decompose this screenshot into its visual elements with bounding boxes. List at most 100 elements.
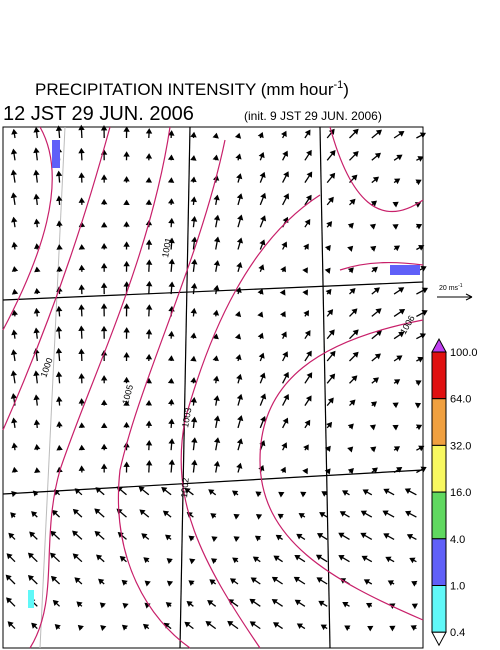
wind-head — [167, 355, 175, 361]
wind-head — [231, 490, 239, 497]
wind-head — [190, 332, 197, 339]
wind-head — [100, 303, 108, 309]
wind-head — [415, 380, 422, 386]
wind-head — [372, 176, 380, 183]
wind-head — [213, 194, 220, 201]
wind-head — [191, 236, 198, 243]
wind-head — [78, 124, 85, 131]
wind-head — [52, 599, 59, 606]
wind-head — [123, 327, 130, 333]
wind-head — [278, 491, 285, 498]
wind-head — [100, 282, 108, 288]
wind-head — [321, 491, 328, 497]
wind-head — [347, 446, 354, 453]
wind-head — [10, 148, 18, 155]
wind-head — [305, 395, 312, 402]
wind-head — [318, 600, 325, 607]
wind-head — [10, 370, 17, 376]
isobar — [180, 194, 321, 649]
wind-head — [281, 442, 288, 449]
wind-head — [213, 236, 221, 243]
wind-head — [273, 622, 280, 628]
wind-head — [324, 445, 331, 452]
wind-head — [236, 462, 243, 469]
wind-head — [374, 353, 381, 360]
wind-head — [190, 377, 197, 383]
wind-head — [296, 533, 303, 540]
contour-label: 1001 — [160, 237, 173, 258]
wind-head — [8, 532, 15, 539]
wind-head — [351, 375, 358, 382]
wind-head — [213, 284, 220, 291]
wind-head — [236, 438, 244, 445]
wind-head — [373, 287, 380, 294]
wind-head — [282, 417, 289, 424]
wind-head — [304, 219, 311, 226]
wind-head — [121, 624, 129, 631]
wind-head — [56, 220, 63, 226]
wind-head — [409, 557, 416, 564]
wind-head — [279, 289, 286, 296]
wind-head — [11, 216, 18, 223]
wind-head — [168, 398, 175, 405]
wind-head — [349, 198, 356, 205]
isobar — [339, 261, 424, 271]
wind-head — [277, 513, 284, 520]
wind-head — [72, 508, 79, 515]
wind-head — [306, 350, 312, 357]
wind-head — [144, 580, 151, 587]
wind-head — [363, 579, 371, 585]
wind-head — [78, 373, 85, 379]
isobar — [329, 126, 424, 213]
wind-head — [249, 621, 256, 628]
wind-head — [303, 444, 309, 451]
wind-head — [123, 303, 130, 309]
wind-head — [165, 602, 172, 608]
wind-head — [188, 535, 195, 542]
wind-head — [393, 379, 401, 385]
wind-head — [338, 532, 345, 539]
wind-head — [145, 460, 153, 466]
wind-head — [78, 304, 85, 310]
wind-head — [236, 373, 243, 380]
wind-head — [327, 309, 334, 316]
wind-head — [168, 459, 175, 465]
wind-head — [94, 508, 101, 515]
wind-head — [190, 416, 198, 423]
wind-head — [34, 467, 41, 473]
wind-head — [56, 266, 63, 272]
lon-line — [179, 126, 191, 649]
wind-head — [55, 170, 63, 177]
wind-head — [329, 172, 336, 179]
wind-head — [293, 576, 300, 583]
wind-head — [406, 534, 414, 540]
wind-head — [234, 311, 242, 318]
wind-head — [325, 288, 332, 295]
wind-head — [396, 154, 403, 161]
colorbar-label: 16.0 — [450, 487, 471, 499]
wind-head — [212, 132, 219, 139]
wind-head — [329, 373, 336, 380]
wind-head — [417, 156, 424, 162]
wind-head — [190, 131, 197, 138]
wind-head — [372, 377, 379, 384]
wind-head — [304, 419, 311, 427]
wind-head — [398, 309, 406, 315]
wind-head — [5, 574, 12, 581]
wind-head — [282, 351, 289, 358]
wind-head — [145, 239, 153, 245]
wind-head — [394, 178, 401, 185]
wind-head — [167, 177, 175, 183]
wind-head — [145, 280, 153, 287]
wind-head — [361, 555, 368, 562]
wind-head — [31, 511, 38, 518]
wind-head — [77, 624, 84, 631]
wind-head — [168, 258, 175, 265]
wind-head — [382, 510, 389, 517]
wind-head — [33, 370, 40, 377]
wind-head — [367, 625, 374, 632]
wind-head — [145, 353, 153, 360]
wind-head — [236, 262, 243, 269]
wind-head — [145, 377, 153, 384]
wind-head — [392, 424, 399, 431]
